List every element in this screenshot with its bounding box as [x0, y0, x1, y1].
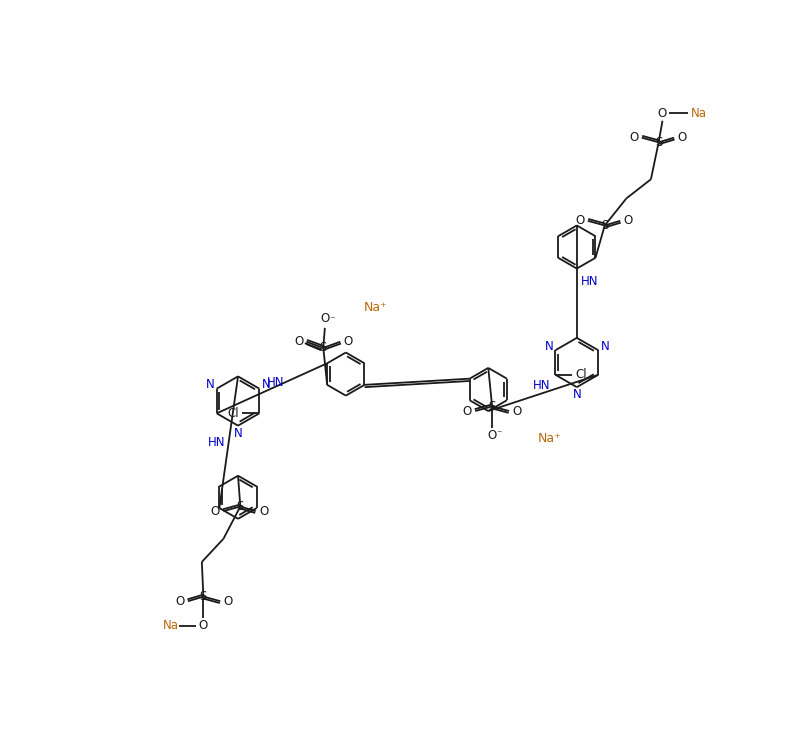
Text: O: O	[677, 132, 686, 144]
Text: O: O	[294, 335, 303, 348]
Text: S: S	[655, 136, 663, 149]
Text: N: N	[544, 340, 553, 353]
Text: N: N	[233, 426, 242, 440]
Text: S: S	[601, 219, 608, 232]
Text: Na⁺: Na⁺	[538, 432, 562, 445]
Text: Cl: Cl	[576, 369, 587, 381]
Text: O: O	[463, 404, 472, 418]
Text: S: S	[488, 400, 496, 413]
Text: ⁻: ⁻	[329, 315, 335, 325]
Text: HN: HN	[207, 435, 225, 449]
Text: HN: HN	[581, 275, 598, 288]
Text: O: O	[512, 404, 522, 418]
Text: O: O	[259, 504, 269, 518]
Text: Na: Na	[163, 620, 179, 632]
Text: O: O	[176, 594, 185, 608]
Text: O: O	[343, 335, 352, 348]
Text: O: O	[198, 620, 208, 632]
Text: O: O	[629, 132, 638, 144]
Text: N: N	[600, 340, 609, 353]
Text: O: O	[224, 594, 232, 608]
Text: ⁻: ⁻	[497, 429, 502, 439]
Text: S: S	[320, 341, 327, 354]
Text: HN: HN	[267, 376, 284, 389]
Text: O: O	[658, 106, 667, 120]
Text: O: O	[211, 504, 220, 518]
Text: S: S	[237, 500, 244, 513]
Text: N: N	[262, 378, 271, 392]
Text: S: S	[200, 590, 207, 603]
Text: O: O	[575, 214, 585, 227]
Text: N: N	[206, 378, 215, 392]
Text: O: O	[488, 429, 497, 442]
Text: O: O	[623, 214, 633, 227]
Text: N: N	[573, 389, 582, 401]
Text: Na: Na	[691, 106, 706, 120]
Text: Cl: Cl	[228, 407, 239, 420]
Text: O: O	[320, 312, 330, 325]
Text: HN: HN	[533, 379, 551, 392]
Text: Na⁺: Na⁺	[364, 302, 387, 314]
